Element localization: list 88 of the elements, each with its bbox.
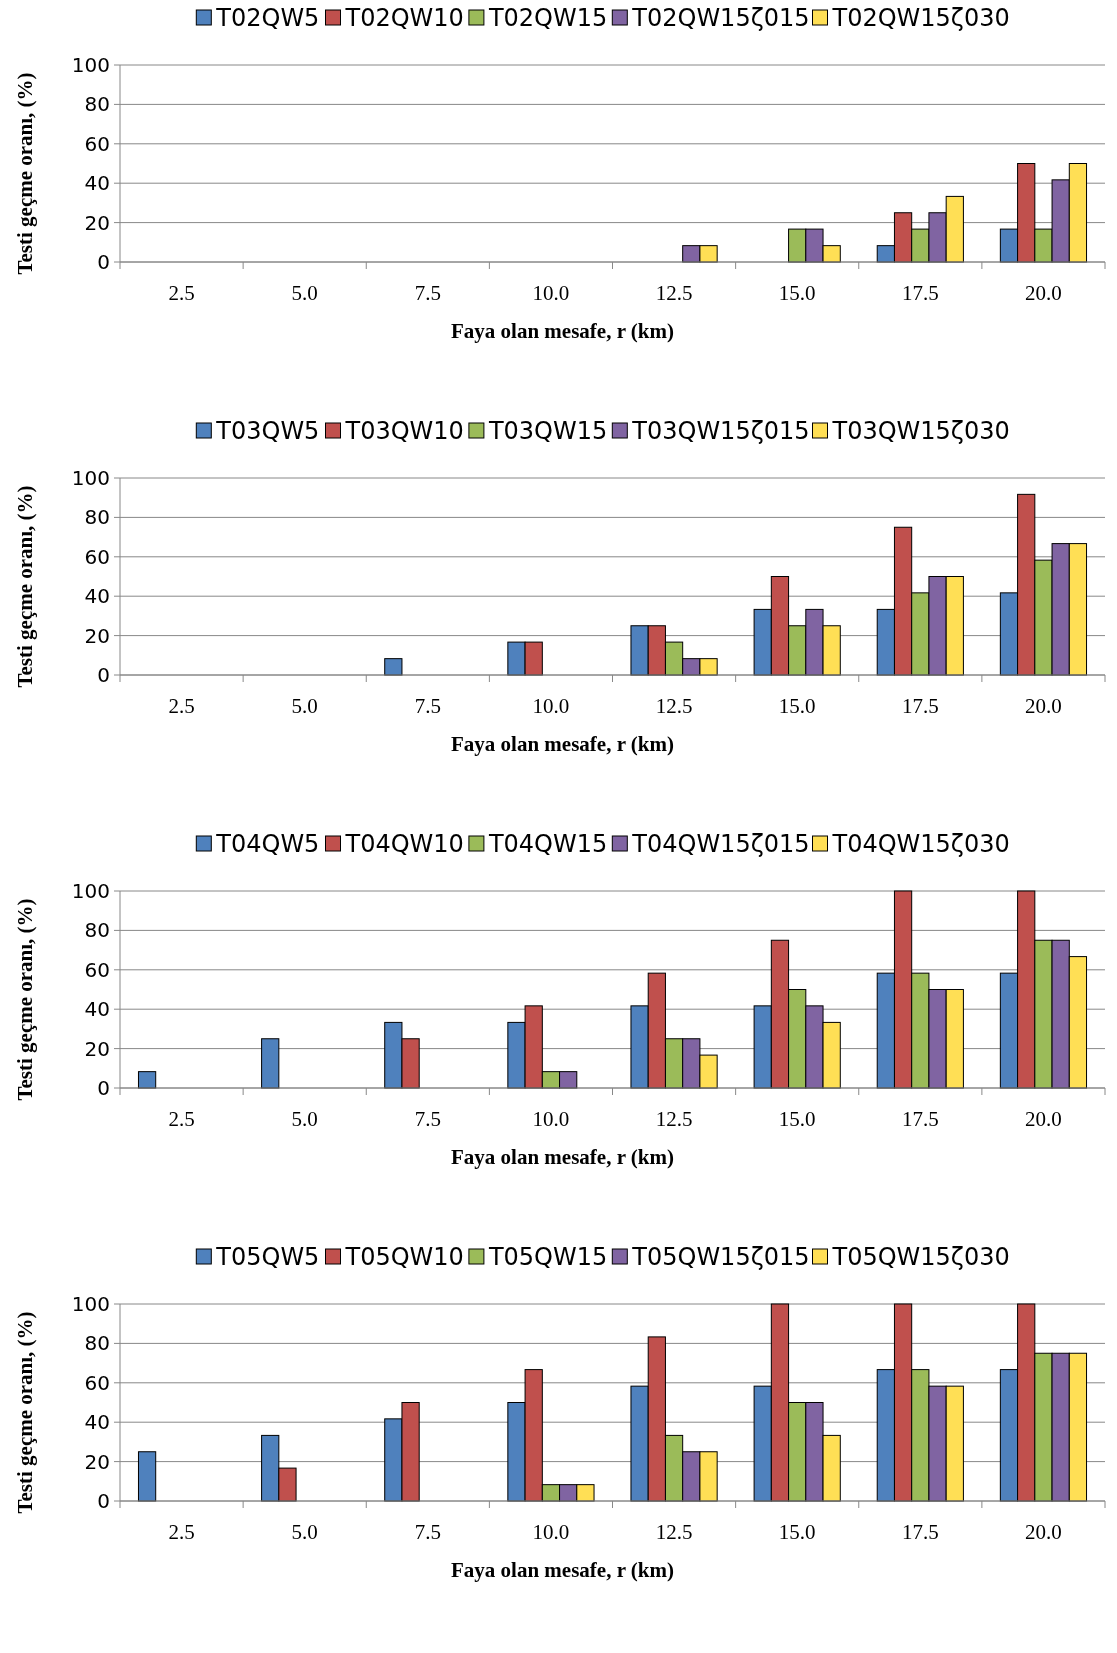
x-tick-label: 12.5 bbox=[655, 1107, 693, 1131]
x-tick-label: 10.0 bbox=[532, 1107, 570, 1131]
bar bbox=[137, 1071, 157, 1089]
x-tick-label: 7.5 bbox=[414, 694, 441, 718]
x-tick-label: 20.0 bbox=[1025, 281, 1062, 305]
x-tick-label: 5.0 bbox=[291, 281, 318, 305]
x-tick-label: 12.5 bbox=[655, 1520, 693, 1544]
y-tick-label: 100 bbox=[71, 879, 110, 903]
x-tick-label: 5.0 bbox=[291, 694, 318, 718]
y-axis-title: Testi geçme oranı, (%) bbox=[13, 72, 37, 275]
y-tick-label: 20 bbox=[84, 210, 110, 235]
y-tick-label: 0 bbox=[97, 250, 110, 274]
x-tick-label: 17.5 bbox=[901, 1520, 939, 1544]
y-tick-label: 20 bbox=[84, 1036, 110, 1061]
y-tick-label: 60 bbox=[84, 1370, 110, 1395]
x-tick-label: 2.5 bbox=[168, 1520, 195, 1544]
x-tick-label: 17.5 bbox=[901, 694, 939, 718]
legend-label: T04QW5 bbox=[215, 830, 320, 859]
y-tick-label: 40 bbox=[84, 997, 110, 1022]
x-tick-label: 20.0 bbox=[1025, 694, 1062, 718]
y-tick-label: 60 bbox=[84, 957, 110, 982]
x-tick-label: 15.0 bbox=[778, 281, 816, 305]
legend-label: T03QW15 bbox=[487, 417, 608, 446]
y-tick-label: 0 bbox=[97, 663, 110, 687]
x-tick-label: 10.0 bbox=[532, 1520, 570, 1544]
legend-label: T02QW5 bbox=[215, 4, 320, 33]
y-tick-label: 60 bbox=[84, 544, 110, 569]
x-tick-label: 20.0 bbox=[1025, 1107, 1062, 1131]
x-tick-label: 20.0 bbox=[1025, 1520, 1062, 1544]
x-tick-label: 5.0 bbox=[291, 1107, 318, 1131]
x-tick-label: 7.5 bbox=[414, 1107, 441, 1131]
y-tick-label: 20 bbox=[84, 1449, 110, 1474]
y-tick-label: 0 bbox=[97, 1076, 110, 1100]
x-tick-label: 10.0 bbox=[532, 281, 570, 305]
y-tick-label: 40 bbox=[84, 1410, 110, 1435]
x-tick-label: 2.5 bbox=[168, 1107, 195, 1131]
x-tick-label: 15.0 bbox=[778, 694, 816, 718]
y-tick-label: 40 bbox=[84, 171, 110, 196]
x-tick-label: 15.0 bbox=[778, 1520, 816, 1544]
legend-label: T04QW15ζ015 bbox=[631, 830, 810, 859]
legend-label: T03QW15ζ015 bbox=[631, 417, 810, 446]
y-tick-label: 100 bbox=[71, 466, 110, 490]
y-tick-label: 80 bbox=[84, 918, 110, 943]
legend-label: T02QW15ζ030 bbox=[831, 4, 1010, 33]
legend-label: T02QW15 bbox=[487, 4, 608, 33]
legend-label: T05QW15 bbox=[487, 1243, 608, 1272]
x-tick-label: 12.5 bbox=[655, 694, 693, 718]
y-tick-label: 60 bbox=[84, 131, 110, 156]
legend-label: T05QW15ζ015 bbox=[631, 1243, 810, 1272]
legend-label: T03QW5 bbox=[215, 417, 320, 446]
bar bbox=[137, 1451, 157, 1502]
legend-label: T05QW5 bbox=[215, 1243, 320, 1272]
x-tick-label: 17.5 bbox=[901, 281, 939, 305]
x-tick-label: 10.0 bbox=[532, 694, 570, 718]
y-axis-title: Testi geçme oranı, (%) bbox=[13, 485, 37, 688]
legend-label: T04QW10 bbox=[344, 830, 464, 859]
x-tick-label: 7.5 bbox=[414, 281, 441, 305]
y-tick-label: 80 bbox=[84, 505, 110, 530]
x-tick-label: 15.0 bbox=[778, 1107, 816, 1131]
y-tick-label: 100 bbox=[71, 1292, 110, 1316]
legend-label: T03QW15ζ030 bbox=[831, 417, 1010, 446]
legend-label: T02QW15ζ015 bbox=[631, 4, 810, 33]
y-tick-label: 80 bbox=[84, 92, 110, 117]
x-tick-label: 5.0 bbox=[291, 1520, 318, 1544]
y-tick-label: 40 bbox=[84, 584, 110, 609]
x-axis-title: Faya olan mesafe, r (km) bbox=[451, 1558, 674, 1582]
legend-label: T05QW15ζ030 bbox=[831, 1243, 1010, 1272]
x-tick-label: 2.5 bbox=[168, 694, 195, 718]
bar bbox=[261, 1038, 280, 1089]
y-tick-label: 20 bbox=[84, 623, 110, 648]
legend-label: T03QW10 bbox=[344, 417, 464, 446]
x-tick-label: 17.5 bbox=[901, 1107, 939, 1131]
y-tick-label: 80 bbox=[84, 1331, 110, 1356]
y-axis-title: Testi geçme oranı, (%) bbox=[13, 1311, 37, 1514]
x-axis-title: Faya olan mesafe, r (km) bbox=[451, 1145, 674, 1169]
x-tick-label: 2.5 bbox=[168, 281, 195, 305]
bar bbox=[384, 658, 403, 676]
x-tick-label: 12.5 bbox=[655, 281, 693, 305]
legend-label: T02QW10 bbox=[344, 4, 464, 33]
y-tick-label: 0 bbox=[97, 1489, 110, 1513]
y-axis-title: Testi geçme oranı, (%) bbox=[13, 898, 37, 1101]
legend-label: T05QW10 bbox=[344, 1243, 464, 1272]
legend-label: T04QW15ζ030 bbox=[831, 830, 1010, 859]
y-tick-label: 100 bbox=[71, 53, 110, 77]
x-tick-label: 7.5 bbox=[414, 1520, 441, 1544]
x-axis-title: Faya olan mesafe, r (km) bbox=[451, 732, 674, 756]
x-axis-title: Faya olan mesafe, r (km) bbox=[451, 319, 674, 343]
legend-label: T04QW15 bbox=[487, 830, 608, 859]
